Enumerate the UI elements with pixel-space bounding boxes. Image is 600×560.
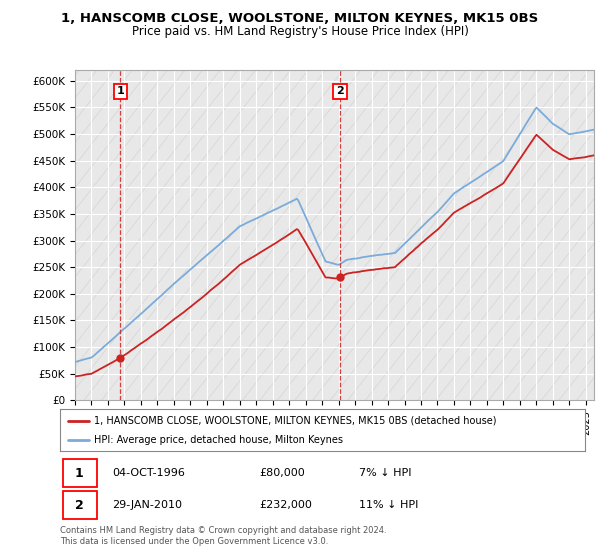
Text: 1, HANSCOMB CLOSE, WOOLSTONE, MILTON KEYNES, MK15 0BS: 1, HANSCOMB CLOSE, WOOLSTONE, MILTON KEY…	[61, 12, 539, 25]
Text: £232,000: £232,000	[260, 500, 313, 510]
Text: 7% ↓ HPI: 7% ↓ HPI	[359, 468, 412, 478]
Text: Contains HM Land Registry data © Crown copyright and database right 2024.
This d: Contains HM Land Registry data © Crown c…	[60, 526, 386, 546]
Text: 1: 1	[116, 86, 124, 96]
Text: 29-JAN-2010: 29-JAN-2010	[113, 500, 182, 510]
Text: 1, HANSCOMB CLOSE, WOOLSTONE, MILTON KEYNES, MK15 0BS (detached house): 1, HANSCOMB CLOSE, WOOLSTONE, MILTON KEY…	[94, 416, 497, 426]
Text: 04-OCT-1996: 04-OCT-1996	[113, 468, 185, 478]
Text: 2: 2	[75, 498, 84, 512]
Text: HPI: Average price, detached house, Milton Keynes: HPI: Average price, detached house, Milt…	[94, 435, 343, 445]
Text: 1: 1	[75, 466, 84, 480]
Text: £80,000: £80,000	[260, 468, 305, 478]
Text: Price paid vs. HM Land Registry's House Price Index (HPI): Price paid vs. HM Land Registry's House …	[131, 25, 469, 38]
FancyBboxPatch shape	[62, 459, 97, 487]
Text: 2: 2	[336, 86, 344, 96]
FancyBboxPatch shape	[62, 491, 97, 519]
Text: 11% ↓ HPI: 11% ↓ HPI	[359, 500, 419, 510]
